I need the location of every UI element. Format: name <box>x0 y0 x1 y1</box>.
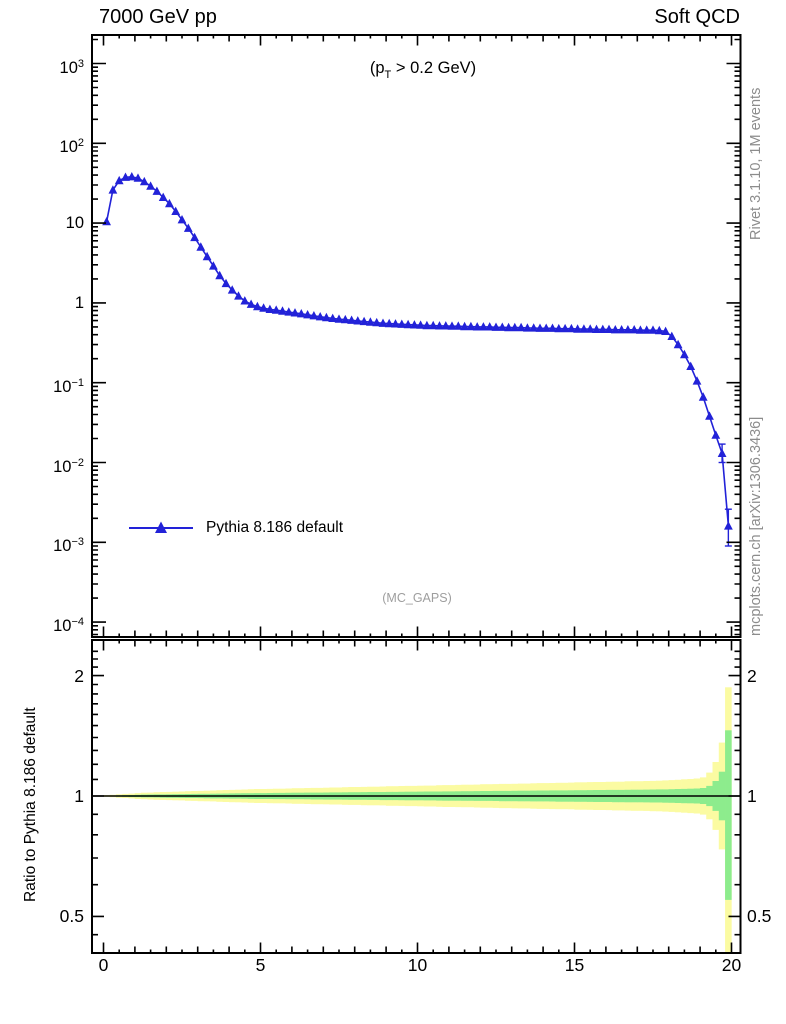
beam-title: 7000 GeV pp <box>99 6 217 28</box>
legend: Pythia 8.186 default <box>127 519 343 537</box>
analysis-tag: (MC_GAPS) <box>382 591 452 605</box>
axis-ticks <box>92 35 741 953</box>
main-y-tick-label: 10−2 <box>53 456 84 476</box>
main-frame <box>91 34 742 638</box>
pt-cut-post: > 0.2 GeV) <box>391 59 477 77</box>
legend-triangle-icon <box>155 521 167 533</box>
x-tick-label: 5 <box>255 955 266 975</box>
main-y-tick-label: 10−1 <box>53 376 84 396</box>
ratio-y-tick-label-left: 0.5 <box>59 906 84 927</box>
ratio-y-tick-label-right: 0.5 <box>747 906 772 927</box>
data-curve <box>105 175 730 527</box>
main-y-tick-label: 103 <box>59 57 84 77</box>
pt-cut-sub: T <box>384 69 392 81</box>
ratio-y-tick-label-right: 1 <box>747 786 757 806</box>
ratio-y-tick-label-left: 1 <box>74 786 84 806</box>
main-y-tick-label: 1 <box>74 293 84 312</box>
ratio-band-inner <box>103 730 732 900</box>
legend-label: Pythia 8.186 default <box>206 519 344 536</box>
pt-cut-pre: (p <box>369 59 385 77</box>
ratio-y-tick-label-left: 2 <box>74 665 84 686</box>
legend-marker <box>129 521 193 533</box>
data-markers <box>102 172 733 530</box>
main-y-tick-label: 102 <box>59 137 84 157</box>
ratio-y-tick-label-right: 2 <box>747 665 757 686</box>
x-tick-label: 15 <box>564 955 585 975</box>
data-series <box>102 172 733 547</box>
main-y-tick-label: 10−3 <box>53 536 84 556</box>
x-tick-label: 0 <box>98 955 109 975</box>
ratio-band-outer <box>103 687 732 953</box>
x-tick-label: 20 <box>721 955 742 975</box>
main-y-tick-label: 10−4 <box>53 616 84 636</box>
pt-cut-annotation: (pT > 0.2 GeV) <box>370 59 476 81</box>
x-tick-label: 10 <box>407 955 428 975</box>
process-group-title: Soft QCD <box>654 6 740 28</box>
main-y-tick-label: 10 <box>65 214 84 233</box>
mcplots-watermark: mcplots.cern.ch [arXiv:1306.3436] <box>748 416 764 636</box>
rivet-watermark: Rivet 3.1.10, 1M events <box>748 87 764 240</box>
